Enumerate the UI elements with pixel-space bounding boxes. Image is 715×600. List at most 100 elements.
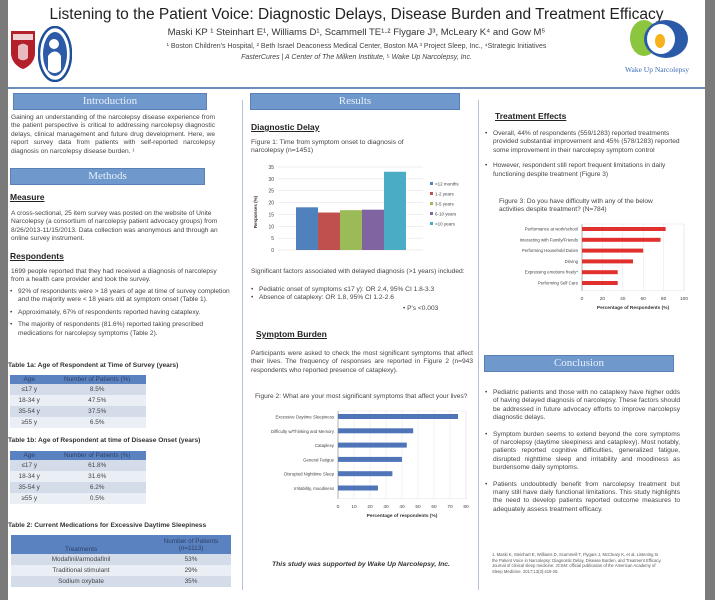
cell: 35-54 y: [10, 482, 49, 493]
x-tick-label: 80: [661, 296, 667, 302]
bullet: Overall, 44% of respondents (559/1283) r…: [484, 130, 684, 155]
diagnostic-delay-heading: Diagnostic Delay: [251, 122, 320, 132]
y-axis-label: Responses (%): [253, 195, 258, 228]
x-tick-label: 10: [351, 504, 357, 510]
conclusion-heading: Conclusion: [484, 355, 674, 372]
figure1-caption: Figure 1: Time from symptom onset to dia…: [251, 139, 404, 155]
cell: ≤17 y: [10, 384, 49, 395]
cell: 37.5%: [48, 406, 146, 417]
bullet: 92% of respondents were > 18 years of ag…: [9, 288, 231, 305]
category-label: Cataplexy: [315, 443, 335, 448]
methods-heading: Methods: [10, 168, 205, 185]
cell: 47.5%: [48, 395, 146, 406]
y-tick-label: 15: [268, 212, 274, 218]
y-tick-label: 20: [268, 201, 274, 207]
poster: Listening to the Patient Voice: Diagnost…: [8, 0, 705, 600]
eye-logo-icon: [630, 20, 688, 58]
cell: ≥55 y: [10, 493, 49, 504]
legend-label: <12 months: [435, 182, 459, 187]
table1a-caption: Table 1a: Age of Respondent at Time of S…: [8, 362, 179, 369]
table1b: Age Number of Patients (%) ≤17 y 61.8% 18-…: [10, 451, 146, 504]
measure-text: A cross-sectional, 25 item survey was po…: [11, 210, 218, 243]
column-header: Number of Patients (n=1113): [151, 535, 231, 554]
x-tick-label: 20: [600, 296, 606, 302]
symptom-burden-heading: Symptom Burden: [256, 329, 327, 339]
legend-swatch: [430, 222, 433, 225]
y-tick-label: 25: [268, 189, 274, 195]
introduction-heading: Introduction: [13, 93, 207, 110]
cell: 29%: [151, 565, 231, 576]
legend-label: 3-5 years: [435, 202, 455, 207]
support-note: This study was supported by Wake Up Narc…: [272, 561, 450, 568]
bar-Irritability, moodiness: [338, 485, 378, 491]
bullet: Pediatric onset of symptoms ≤17 y): OR 2…: [250, 286, 472, 295]
table2: Treatments Number of Patients (n=1113) Mo…: [11, 535, 231, 587]
category-label: General Fatigue: [303, 457, 334, 462]
category-label: Interacting with Family/Friends: [520, 237, 578, 242]
y-tick-label: 0: [271, 248, 274, 254]
bar->10 years: [384, 171, 406, 250]
figure2-caption: Figure 2: What are your most significant…: [255, 393, 468, 400]
plot-area: [581, 223, 685, 292]
x-tick-label: 30: [383, 504, 389, 510]
harvard-shield-logo: [11, 31, 35, 69]
logo-text: Wake Up Narcolepsy: [625, 65, 689, 74]
cell: 31.6%: [48, 471, 146, 482]
bar-Interacting with Family/Friends: [582, 237, 661, 242]
poster-title: Listening to the Patient Voice: Diagnost…: [49, 6, 664, 23]
bullet: Symptom burden seems to extend beyond th…: [484, 431, 680, 473]
bar-Performing Household Duties: [582, 248, 644, 253]
x-tick-label: 0: [581, 296, 584, 302]
respondents-heading: Respondents: [10, 251, 64, 261]
x-axis-label: Percentage of respondents (%): [367, 513, 438, 519]
figure3-caption: Figure 3: Do you have difficulty with an…: [499, 198, 653, 214]
bar-3-5 years: [340, 210, 362, 250]
factors-text: Significant factors associated with dela…: [251, 268, 465, 275]
legend-label: 6-10 years: [435, 212, 457, 217]
cell: 53%: [151, 554, 231, 565]
treatment-bullets: Overall, 44% of respondents (559/1283) r…: [484, 130, 684, 179]
conclusion-bullets: Pediatric patients and those with no cat…: [484, 389, 680, 518]
category-label: Performance at work/school: [525, 227, 578, 232]
bar-<12 months: [296, 207, 318, 250]
bar-Disrupted Nighttime Sleep: [338, 471, 393, 477]
cell: 35-54 y: [10, 406, 49, 417]
p-value-note: • P's <0.003: [403, 305, 439, 312]
header-divider: [8, 87, 705, 89]
category-label: Difficulty w/Thinking and Memory: [271, 429, 335, 434]
cell: 8.5%: [48, 384, 146, 395]
legend-swatch: [430, 182, 433, 185]
bar-Performing Self Care: [582, 281, 618, 285]
table1b-caption: Table 1b: Age of Respondent at time of D…: [8, 437, 201, 444]
bar-Driving: [582, 259, 633, 264]
bar-Cataplexy: [338, 442, 407, 448]
respondents-text: 1699 people reported that they had recei…: [11, 268, 217, 284]
cell: ≥55 y: [10, 417, 49, 428]
table-row: 35-54 y 6.2%: [10, 482, 146, 493]
bullet: Patients undoubtedly benefit from narcol…: [484, 481, 680, 515]
reference: 1. Maski K, Steinhart E, Williams D, Sca…: [492, 552, 662, 574]
x-tick-label: 40: [620, 296, 626, 302]
symptom-burden-text: Participants were asked to check the mos…: [251, 350, 473, 374]
bar-Difficulty w/Thinking and Memory: [338, 428, 414, 434]
table-row: ≤17 y 8.5%: [10, 384, 146, 395]
bar-6-10 years: [362, 209, 384, 250]
category-label: Irritability, moodiness: [294, 486, 334, 491]
legend-swatch: [430, 212, 433, 215]
bullet: However, respondent still report frequen…: [484, 162, 684, 179]
treatment-effects-heading: Treatment Effects: [495, 111, 567, 121]
column-divider: [242, 100, 243, 590]
introduction-text: Gaining an understanding of the narcolep…: [11, 114, 215, 155]
cell: 35%: [151, 576, 231, 587]
table-row: 18-34 y 31.6%: [10, 471, 146, 482]
x-tick-label: 80: [463, 504, 469, 510]
cell: 18-34 y: [10, 395, 49, 406]
table-row: Traditional stimulant 29%: [11, 565, 231, 576]
wake-up-narcolepsy-logo: Wake Up Narcolepsy: [614, 18, 700, 74]
table-row: ≤17 y 61.8%: [10, 460, 146, 471]
results-heading: Results: [250, 93, 460, 110]
affiliation-line: ¹ Boston Children's Hospital, ² Beth Isr…: [166, 43, 547, 50]
bullet: Absence of cataplexy: OR 1.8, 95% CI 1.2…: [250, 294, 472, 303]
figure2-chart: 0 10 20 30 40 50 60 70 80 Excessive Daytime Sleep…: [271, 410, 469, 519]
x-tick-label: 50: [415, 504, 421, 510]
